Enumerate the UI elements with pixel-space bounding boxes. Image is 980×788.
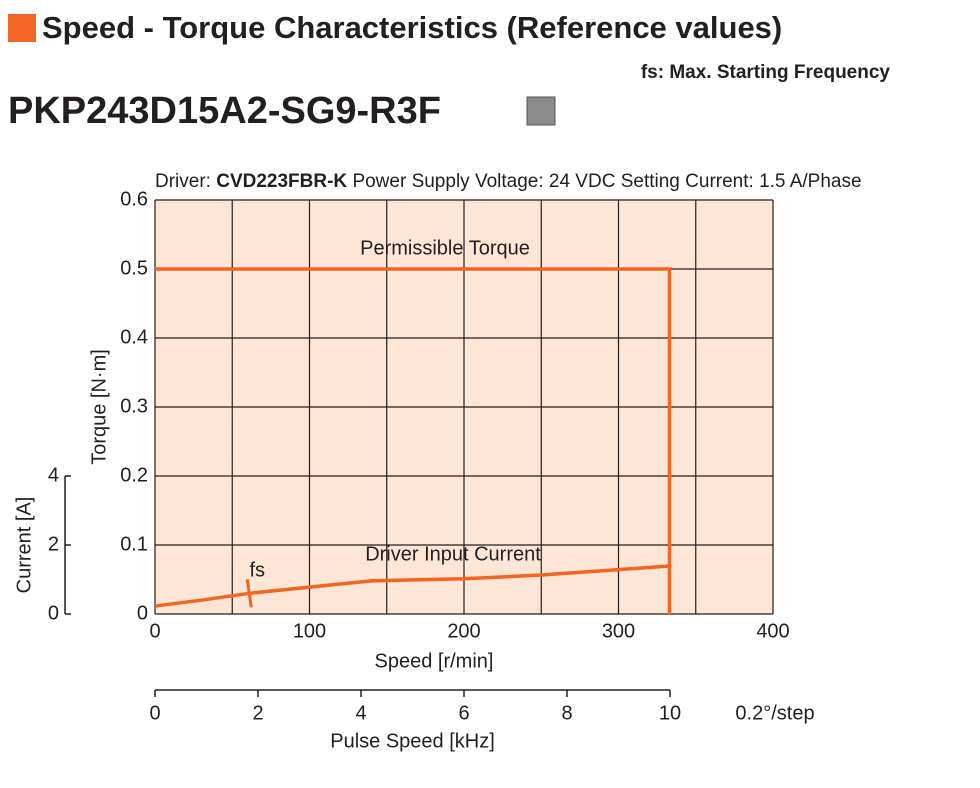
- conditions: Driver: CVD223FBR-K Power Supply Voltage…: [155, 171, 862, 192]
- y2-axis-label: Current [A]: [13, 497, 35, 594]
- x2-tick-label: 8: [561, 702, 572, 724]
- x-tick-label: 0: [149, 620, 160, 642]
- x2-tick-label: 6: [458, 702, 469, 724]
- x-tick-label: 200: [447, 620, 480, 642]
- y-tick-label: 0.5: [120, 257, 148, 279]
- y-tick-label: 0: [137, 602, 148, 624]
- series-label: Permissible Torque: [360, 237, 530, 259]
- y-tick-label: 0.2: [120, 464, 148, 486]
- series-line: [155, 267, 672, 614]
- series-label: Driver Input Current: [365, 543, 541, 565]
- supply: Power Supply Voltage: 24 VDC: [352, 171, 615, 192]
- fs-marker: [245, 579, 253, 608]
- model: PKP243D15A2-SG9-R3F: [8, 90, 441, 132]
- title-icon: [8, 14, 36, 42]
- x2-unit: 0.2°/step: [735, 702, 814, 724]
- setting-current: Setting Current: 1.5 A/Phase: [621, 171, 862, 192]
- x2-axis-label: Pulse Speed [kHz]: [330, 730, 495, 752]
- x2-tick-label: 0: [149, 702, 160, 724]
- x-tick-label: 300: [602, 620, 635, 642]
- y-tick-label: 0.6: [120, 188, 148, 210]
- x2-tick-label: 10: [659, 702, 681, 724]
- driver-label: Driver:: [155, 171, 211, 192]
- x2-tick-label: 4: [355, 702, 366, 724]
- y-axis-label: Torque [N·m]: [88, 349, 110, 465]
- y2-tick-label: 2: [48, 533, 59, 555]
- y2-tick-label: 4: [48, 464, 59, 486]
- note: fs: Max. Starting Frequency: [641, 62, 891, 83]
- y-tick-label: 0.1: [120, 533, 148, 555]
- x-tick-label: 100: [293, 620, 326, 642]
- y2-tick-label: 0: [48, 602, 59, 624]
- x2-tick-label: 2: [252, 702, 263, 724]
- series-line: [154, 564, 670, 608]
- driver: CVD223FBR-K: [216, 171, 347, 192]
- y-tick-label: 0.3: [120, 395, 148, 417]
- model-icon: [526, 96, 556, 126]
- x-axis-label: Speed [r/min]: [375, 650, 494, 672]
- chart-title: Speed - Torque Characteristics (Referenc…: [42, 10, 782, 45]
- y-tick-label: 0.4: [120, 326, 148, 348]
- annotation: fs: [249, 560, 265, 582]
- x-tick-label: 400: [756, 620, 789, 642]
